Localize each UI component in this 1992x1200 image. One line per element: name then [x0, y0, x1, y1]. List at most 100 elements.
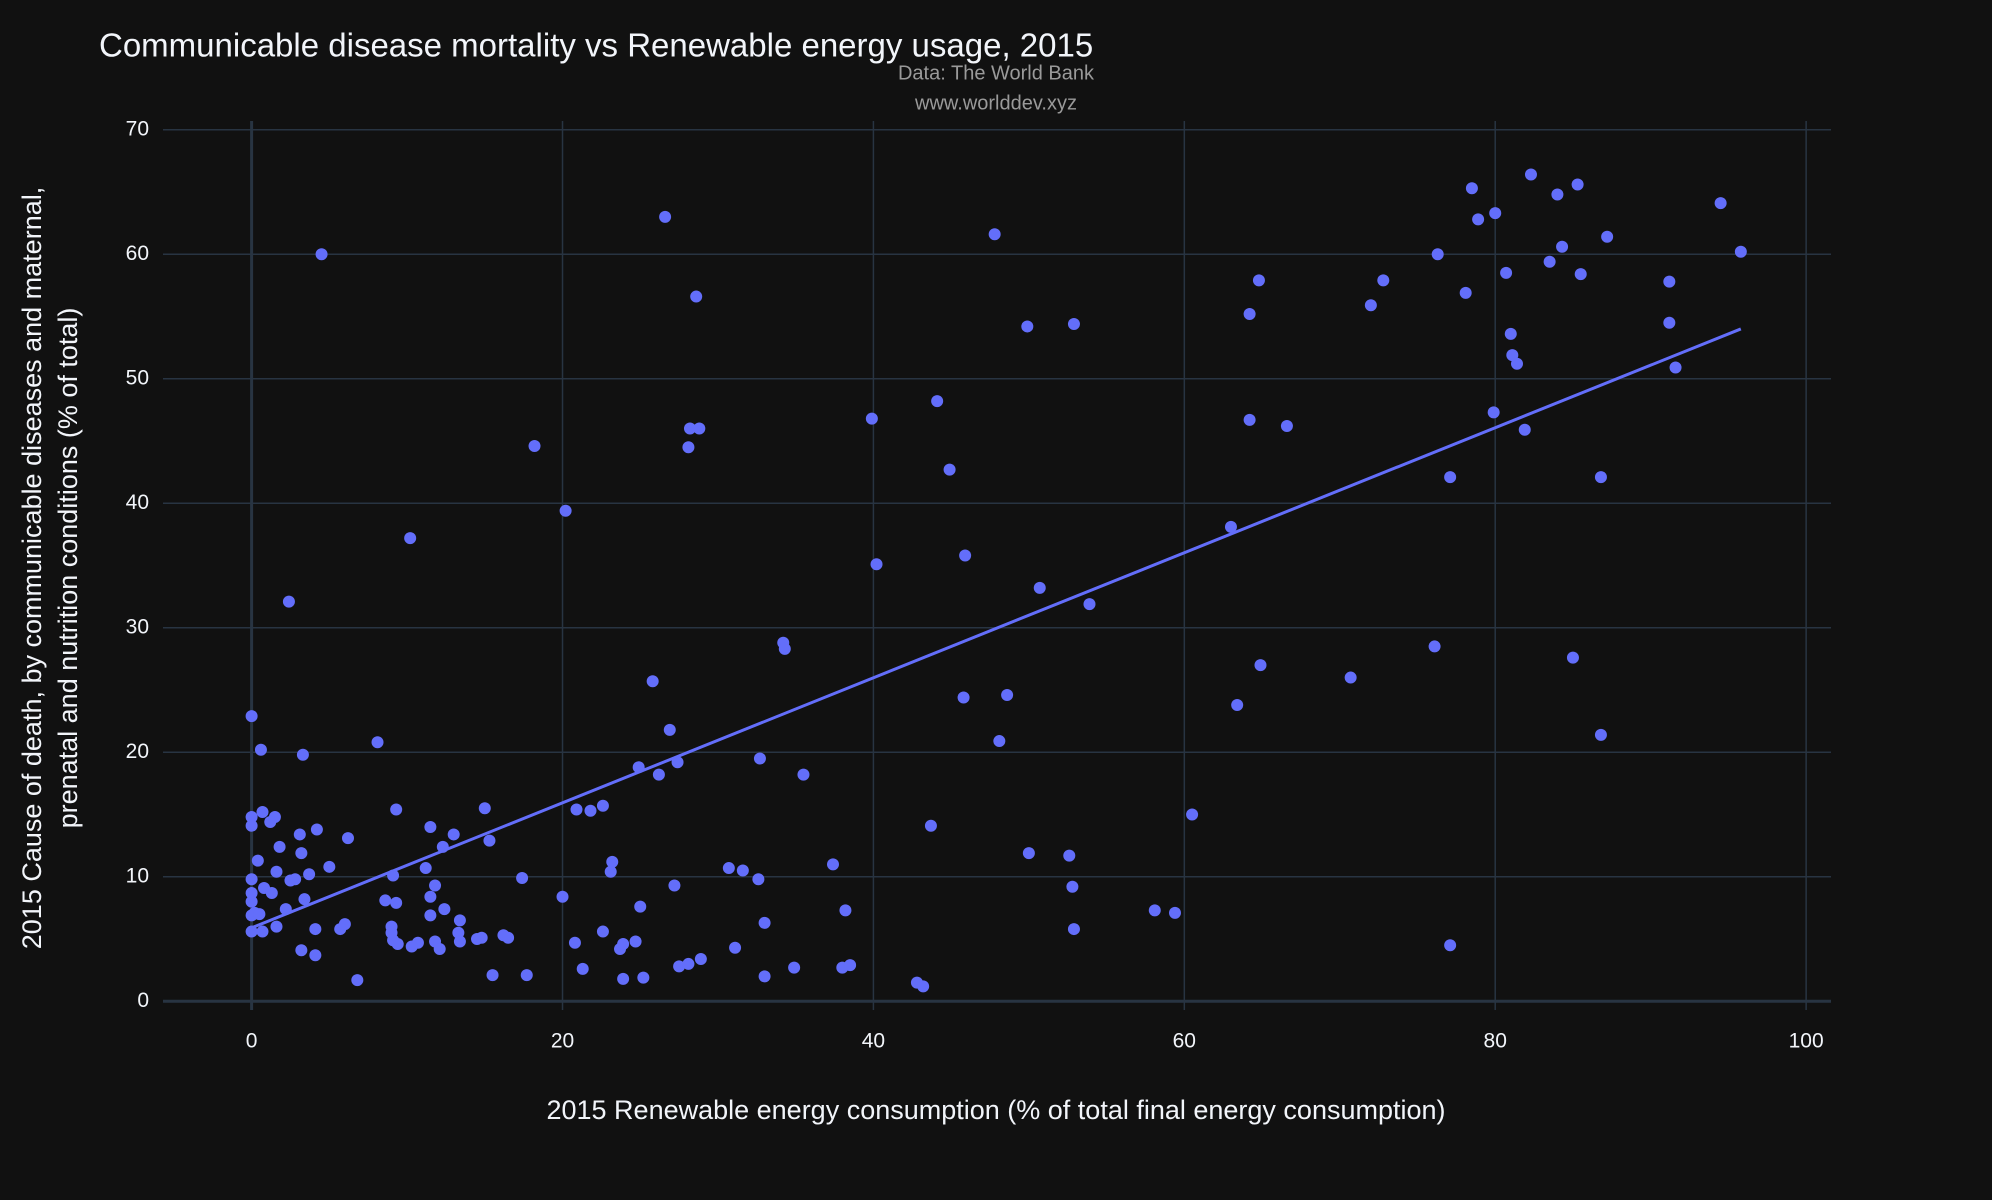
- scatter-point: [256, 925, 269, 938]
- scatter-point: [424, 820, 437, 833]
- scatter-point: [516, 872, 529, 885]
- scatter-point: [1280, 420, 1293, 433]
- scatter-point: [931, 395, 944, 408]
- scatter-point: [438, 903, 451, 916]
- scatter-point: [245, 710, 258, 723]
- scatter-point: [433, 942, 446, 955]
- scatter-point: [1063, 849, 1076, 862]
- scatter-point: [1243, 413, 1256, 426]
- scatter-point: [924, 819, 937, 832]
- scatter-point: [520, 969, 533, 982]
- scatter-point: [584, 804, 597, 817]
- scatter-point: [637, 971, 650, 984]
- x-tick-label: 20: [551, 1030, 574, 1053]
- scatter-point: [1254, 659, 1267, 672]
- scatter-point: [673, 960, 686, 973]
- scatter-point: [309, 949, 322, 962]
- scatter-point: [341, 832, 354, 845]
- scatter-point: [1431, 248, 1444, 261]
- scatter-point: [1021, 320, 1034, 333]
- scatter-point: [502, 931, 515, 944]
- scatter-point: [1465, 182, 1478, 195]
- scatter-point: [1377, 274, 1390, 287]
- scatter-point: [682, 441, 695, 454]
- scatter-point: [453, 935, 466, 948]
- scatter-point: [559, 504, 572, 517]
- scatter-point: [556, 890, 569, 903]
- scatter-point: [424, 909, 437, 922]
- scatter-point: [1556, 240, 1569, 253]
- scatter-point: [270, 865, 283, 878]
- scatter-point: [273, 840, 286, 853]
- scatter-point: [245, 895, 258, 908]
- scatter-point: [405, 940, 418, 953]
- y-tick-label: 20: [126, 740, 149, 763]
- scatter-point: [1551, 188, 1564, 201]
- scatter-point: [617, 972, 630, 985]
- scatter-point: [282, 595, 295, 608]
- scatter-point: [959, 549, 972, 562]
- scatter-point: [245, 886, 258, 899]
- scatter-point: [486, 969, 499, 982]
- scatter-point: [1067, 923, 1080, 936]
- scatter-point: [264, 815, 277, 828]
- scatter-point: [752, 873, 765, 886]
- scatter-point: [690, 290, 703, 303]
- scatter-point: [379, 894, 392, 907]
- scatter-point: [797, 768, 810, 781]
- scatter-point: [988, 228, 1001, 241]
- scatter-point: [1428, 640, 1441, 653]
- scatter-point: [284, 874, 297, 887]
- x-tick-label: 40: [862, 1030, 885, 1053]
- scatter-point: [826, 858, 839, 871]
- scatter-point: [1148, 904, 1161, 917]
- scatter-point: [758, 916, 771, 929]
- scatter-point: [1543, 255, 1556, 268]
- scatter-point: [1022, 847, 1035, 860]
- scatter-point: [295, 847, 308, 860]
- y-axis-title: prenatal and nutrition conditions (% of …: [53, 308, 83, 829]
- scatter-point: [1033, 581, 1046, 594]
- scatter-point: [1510, 357, 1523, 370]
- scatter-point: [256, 806, 269, 819]
- scatter-point: [844, 959, 857, 972]
- scatter-point: [1524, 168, 1537, 181]
- scatter-point: [245, 873, 258, 886]
- scatter-point: [1714, 197, 1727, 210]
- scatter-point: [1083, 598, 1096, 611]
- y-tick-label: 50: [126, 366, 149, 389]
- scatter-point: [1574, 268, 1587, 281]
- scatter-point: [1444, 939, 1457, 952]
- scatter-point: [390, 803, 403, 816]
- scatter-point: [617, 938, 630, 951]
- scatter-point: [870, 558, 883, 571]
- scatter-point: [404, 532, 417, 545]
- scatter-point: [1472, 213, 1485, 226]
- scatter-point: [652, 768, 665, 781]
- scatter-point: [606, 855, 619, 868]
- scatter-point: [683, 422, 696, 435]
- scatter-point: [1243, 307, 1256, 320]
- scatter-point: [475, 931, 488, 944]
- y-tick-label: 60: [126, 242, 149, 265]
- scatter-point: [865, 412, 878, 425]
- scatter-point: [1566, 651, 1579, 664]
- x-tick-label: 0: [246, 1030, 258, 1053]
- scatter-point: [1487, 406, 1500, 419]
- y-axis-title: 2015 Cause of death, by communicable dis…: [17, 187, 47, 949]
- scatter-point: [295, 944, 308, 957]
- scatter-point: [478, 802, 491, 815]
- scatter-point: [736, 864, 749, 877]
- scatter-point: [528, 439, 541, 452]
- scatter-point: [424, 890, 437, 903]
- scatter-point: [1734, 245, 1747, 258]
- scatter-point: [758, 970, 771, 983]
- scatter-point: [1459, 286, 1472, 299]
- scatter-point: [1500, 266, 1513, 279]
- scatter-point: [351, 974, 364, 987]
- scatter-point: [334, 923, 347, 936]
- scatter-point: [1663, 316, 1676, 329]
